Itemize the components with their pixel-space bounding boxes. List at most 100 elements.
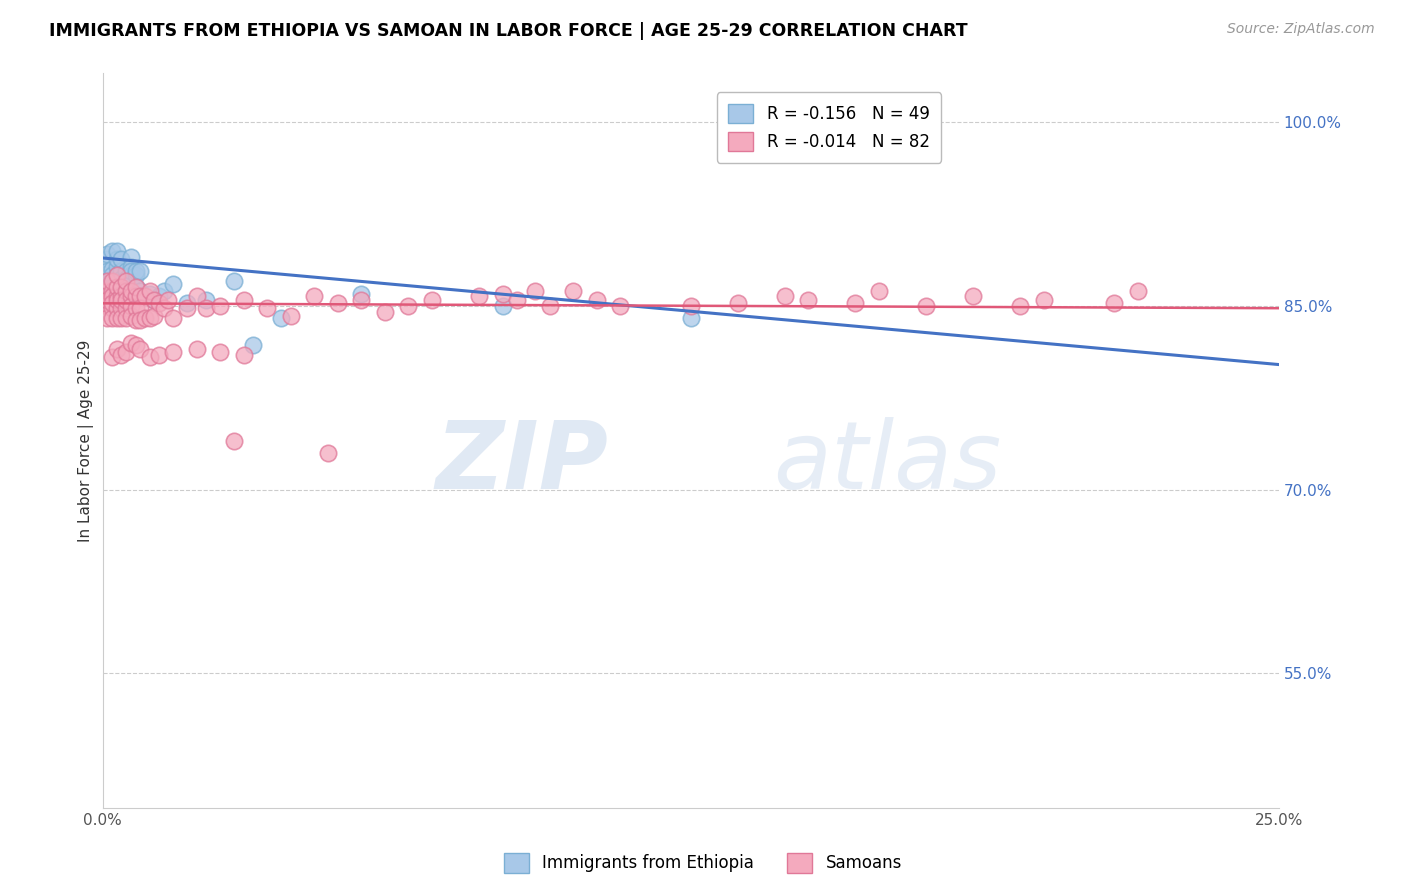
Point xyxy=(96,293,118,307)
Point xyxy=(96,247,118,261)
Point xyxy=(105,280,128,294)
Point xyxy=(105,252,128,267)
Point xyxy=(105,311,128,326)
Legend: R = -0.156   N = 49, R = -0.014   N = 82: R = -0.156 N = 49, R = -0.014 N = 82 xyxy=(717,93,941,162)
Point xyxy=(232,348,254,362)
Point xyxy=(115,345,138,359)
Point xyxy=(129,284,152,298)
Point xyxy=(224,274,246,288)
Point xyxy=(318,446,340,460)
Text: IMMIGRANTS FROM ETHIOPIA VS SAMOAN IN LABOR FORCE | AGE 25-29 CORRELATION CHART: IMMIGRANTS FROM ETHIOPIA VS SAMOAN IN LA… xyxy=(49,22,967,40)
Point xyxy=(110,289,132,303)
Point xyxy=(129,301,152,316)
Point xyxy=(120,250,142,264)
Point xyxy=(105,276,128,290)
Point xyxy=(157,293,180,307)
Point xyxy=(120,274,142,288)
Point xyxy=(120,309,142,323)
Point xyxy=(162,277,184,291)
Point xyxy=(124,338,146,352)
Point xyxy=(115,272,138,286)
Point xyxy=(524,284,547,298)
Point xyxy=(209,345,232,359)
Point xyxy=(124,280,146,294)
Point xyxy=(124,264,146,278)
Point xyxy=(129,313,152,327)
Point xyxy=(562,284,585,298)
Point xyxy=(1102,296,1125,310)
Point xyxy=(138,350,160,364)
Point xyxy=(110,301,132,316)
Point xyxy=(152,284,174,298)
Text: ZIP: ZIP xyxy=(436,417,609,508)
Point xyxy=(110,293,132,307)
Point xyxy=(105,286,128,301)
Point xyxy=(350,293,373,307)
Point xyxy=(110,272,132,286)
Point xyxy=(101,262,124,277)
Point xyxy=(679,311,702,326)
Point xyxy=(96,274,118,288)
Point xyxy=(115,301,138,316)
Point xyxy=(115,274,138,288)
Point xyxy=(326,296,349,310)
Point xyxy=(152,301,174,316)
Point xyxy=(162,345,184,359)
Point xyxy=(1126,284,1149,298)
Point xyxy=(115,293,138,307)
Point xyxy=(224,434,246,448)
Point xyxy=(195,301,218,316)
Point xyxy=(491,299,513,313)
Point xyxy=(115,293,138,307)
Point xyxy=(585,293,607,307)
Point xyxy=(120,293,142,307)
Point xyxy=(96,274,118,288)
Point xyxy=(110,284,132,298)
Point xyxy=(105,244,128,258)
Point xyxy=(1032,293,1054,307)
Point xyxy=(120,264,142,278)
Point xyxy=(844,296,866,310)
Point xyxy=(129,342,152,356)
Point xyxy=(280,309,302,323)
Point xyxy=(727,296,749,310)
Point xyxy=(129,289,152,303)
Point xyxy=(143,293,166,307)
Point xyxy=(162,311,184,326)
Point xyxy=(105,260,128,274)
Point xyxy=(148,348,170,362)
Point xyxy=(101,280,124,294)
Point xyxy=(110,274,132,288)
Point xyxy=(105,301,128,316)
Text: atlas: atlas xyxy=(773,417,1001,508)
Point xyxy=(115,264,138,278)
Point xyxy=(134,311,156,326)
Point xyxy=(101,296,124,310)
Point xyxy=(96,299,118,313)
Point xyxy=(491,286,513,301)
Point xyxy=(101,289,124,303)
Point xyxy=(256,301,278,316)
Point xyxy=(209,299,232,313)
Point xyxy=(124,268,146,282)
Point xyxy=(120,299,142,313)
Point xyxy=(110,264,132,278)
Point xyxy=(134,289,156,303)
Point xyxy=(176,296,198,310)
Point xyxy=(101,268,124,282)
Point xyxy=(124,313,146,327)
Point xyxy=(110,311,132,326)
Point xyxy=(105,268,128,282)
Point xyxy=(96,311,118,326)
Point xyxy=(609,299,631,313)
Legend: Immigrants from Ethiopia, Samoans: Immigrants from Ethiopia, Samoans xyxy=(498,847,908,880)
Text: Source: ZipAtlas.com: Source: ZipAtlas.com xyxy=(1227,22,1375,37)
Point xyxy=(115,311,138,326)
Point xyxy=(105,342,128,356)
Point xyxy=(148,289,170,303)
Point xyxy=(468,289,491,303)
Point xyxy=(101,301,124,316)
Point xyxy=(176,301,198,316)
Point xyxy=(195,293,218,307)
Point xyxy=(270,311,292,326)
